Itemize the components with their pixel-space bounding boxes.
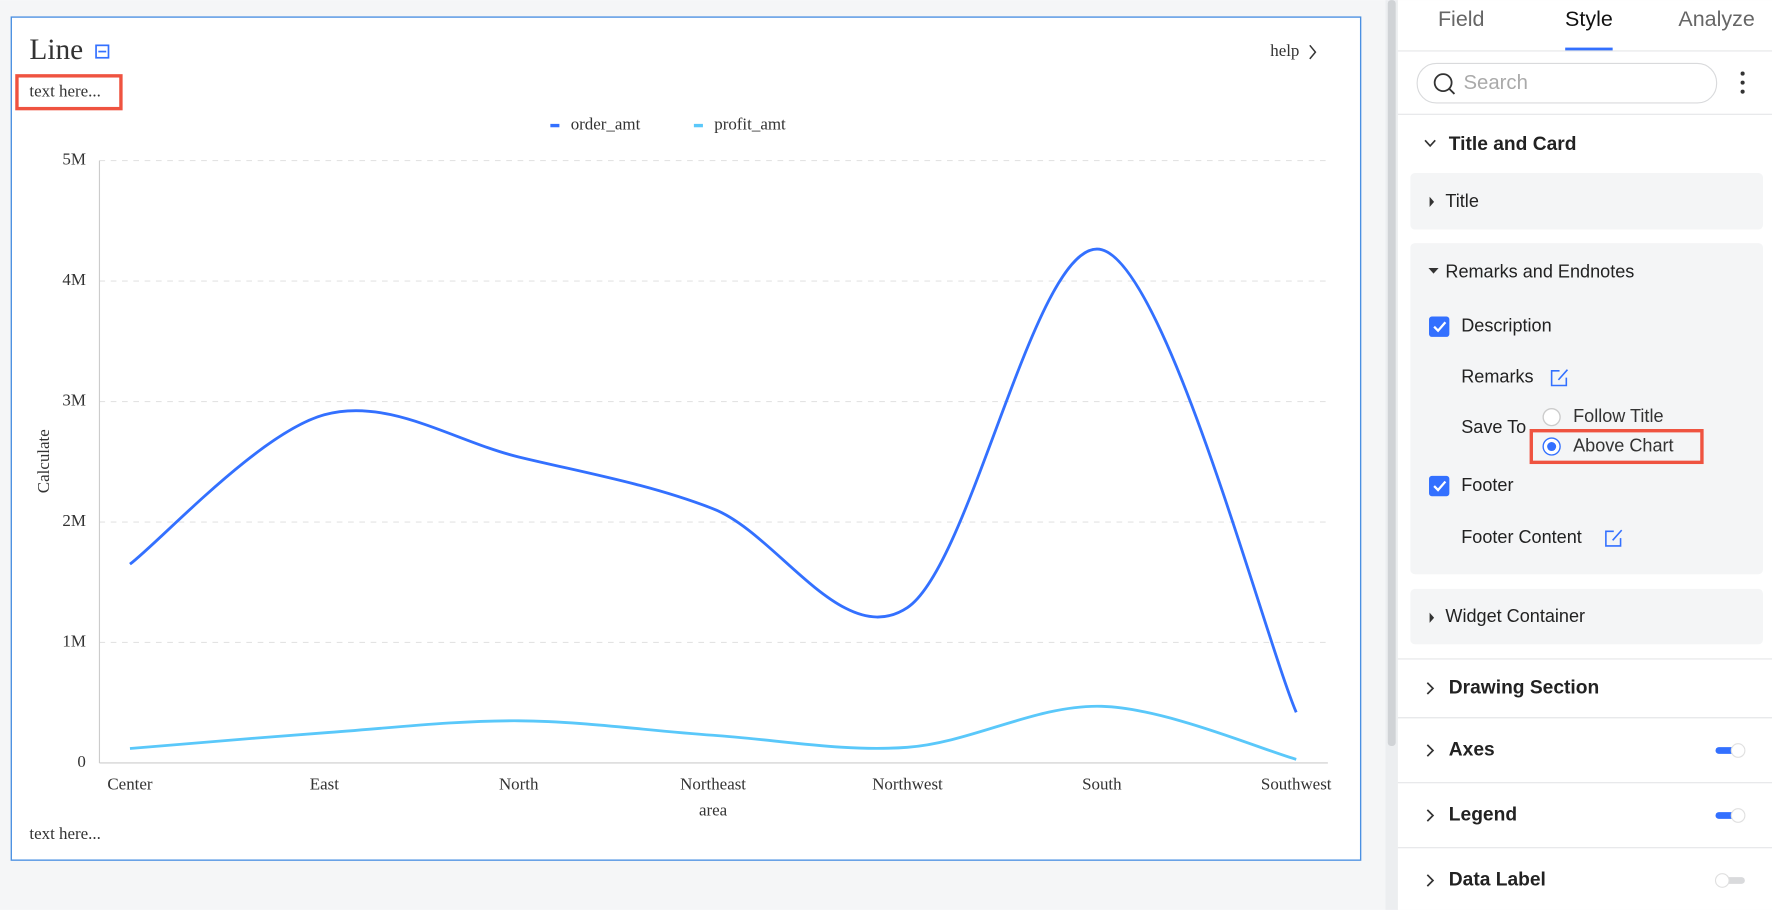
expand-triangle[interactable] (1429, 612, 1435, 623)
subsection (1410, 588, 1763, 645)
radio-label[interactable]: Above Chart (1573, 435, 1674, 455)
y-tick-label: 0 (77, 752, 85, 771)
x-tick-label: Northeast (680, 774, 746, 793)
subsection (1410, 173, 1763, 230)
expand-chevron[interactable] (1426, 682, 1435, 695)
chart-card (10, 16, 1362, 861)
subsection-title[interactable]: Widget Container (1445, 606, 1585, 626)
line-series (129, 704, 1297, 761)
x-tick-label: East (310, 774, 339, 793)
checkbox[interactable] (1429, 475, 1450, 497)
x-tick-label: Southwest (1261, 774, 1332, 793)
line-series (129, 248, 1298, 713)
highlight-box (15, 74, 123, 111)
option-label: Remarks (1461, 366, 1533, 386)
tab[interactable]: Style (1565, 7, 1613, 31)
y-tick-label: 3M (62, 390, 86, 409)
search-placeholder[interactable]: Search (1463, 72, 1527, 94)
subsection (1410, 243, 1763, 575)
checkbox-box[interactable] (1429, 475, 1450, 497)
y-tick-label: 5M (62, 149, 86, 168)
legend-label: profit_amt (714, 114, 786, 133)
search-box[interactable] (1416, 62, 1718, 104)
subsection-title[interactable]: Title (1445, 191, 1478, 211)
x-tick-label: Northwest (872, 774, 943, 793)
section-title[interactable]: Title and Card (1449, 134, 1577, 155)
checkbox-box[interactable] (1429, 316, 1450, 337)
edit-icon[interactable] (1550, 369, 1569, 387)
tab[interactable]: Analyze (1678, 7, 1754, 31)
radio[interactable] (1542, 407, 1561, 427)
more-menu[interactable] (1740, 71, 1745, 94)
checkbox-label[interactable]: Footer (1461, 475, 1513, 495)
section-title[interactable]: Legend (1449, 805, 1517, 826)
x-axis-title: area (699, 800, 728, 819)
toggle-sections: Axes Legend Data Label (1397, 717, 1772, 891)
section-title[interactable]: Data Label (1449, 870, 1546, 891)
section-title[interactable]: Drawing Section (1449, 677, 1599, 698)
scrollbar[interactable] (1387, 0, 1396, 747)
tab-indicator (1565, 47, 1613, 51)
x-tick-label: Center (107, 774, 153, 793)
x-tick-label: North (499, 774, 539, 793)
collapse-chevron[interactable] (1424, 139, 1436, 148)
checkbox[interactable] (1429, 316, 1450, 337)
radio-label[interactable]: Follow Title (1573, 406, 1663, 426)
option-label: Save To (1461, 417, 1526, 437)
footer: text here... (29, 824, 100, 843)
plot: 0 1M 2M 3M 4M 5M Center East North Northeast North… (62, 114, 1331, 793)
subsection-title[interactable]: Remarks and Endnotes (1445, 261, 1634, 281)
description: text here... (29, 82, 100, 101)
help-link[interactable]: help (1270, 41, 1299, 60)
checkbox-tick[interactable] (1433, 480, 1447, 492)
help-chevron[interactable] (1309, 44, 1317, 60)
legend-label: order_amt (571, 114, 641, 133)
radio-dot[interactable] (1547, 442, 1557, 452)
checkbox-label[interactable]: Description (1461, 316, 1551, 336)
y-tick-label: 1M (62, 631, 86, 650)
section-title[interactable]: Axes (1449, 740, 1495, 761)
expand-triangle[interactable] (1429, 196, 1435, 207)
expand-chevron[interactable] (1426, 744, 1435, 757)
y-tick-label: 2M (62, 511, 86, 530)
option-label: Footer Content (1461, 527, 1582, 547)
expand-chevron[interactable] (1426, 874, 1435, 887)
y-axis-title: Calculate (34, 429, 53, 493)
toggle-knob[interactable] (1714, 873, 1730, 888)
tabs: Field Style Analyze (1438, 7, 1755, 51)
toggle-knob[interactable] (1730, 743, 1746, 758)
expand-chevron[interactable] (1426, 809, 1435, 822)
card-title: Line (29, 34, 83, 66)
toggle-knob[interactable] (1730, 808, 1746, 823)
x-tick-label: South (1082, 774, 1122, 793)
tab[interactable]: Field (1438, 7, 1485, 31)
checkbox-tick[interactable] (1433, 321, 1447, 333)
edit-icon[interactable] (1605, 529, 1623, 547)
radio-group: Follow Title Above Chart (1542, 406, 1674, 456)
highlight-box (1529, 429, 1704, 465)
search-icon (1433, 73, 1456, 95)
y-tick-label: 4M (62, 270, 86, 289)
title-icon (95, 44, 110, 59)
expand-triangle[interactable] (1428, 267, 1439, 274)
